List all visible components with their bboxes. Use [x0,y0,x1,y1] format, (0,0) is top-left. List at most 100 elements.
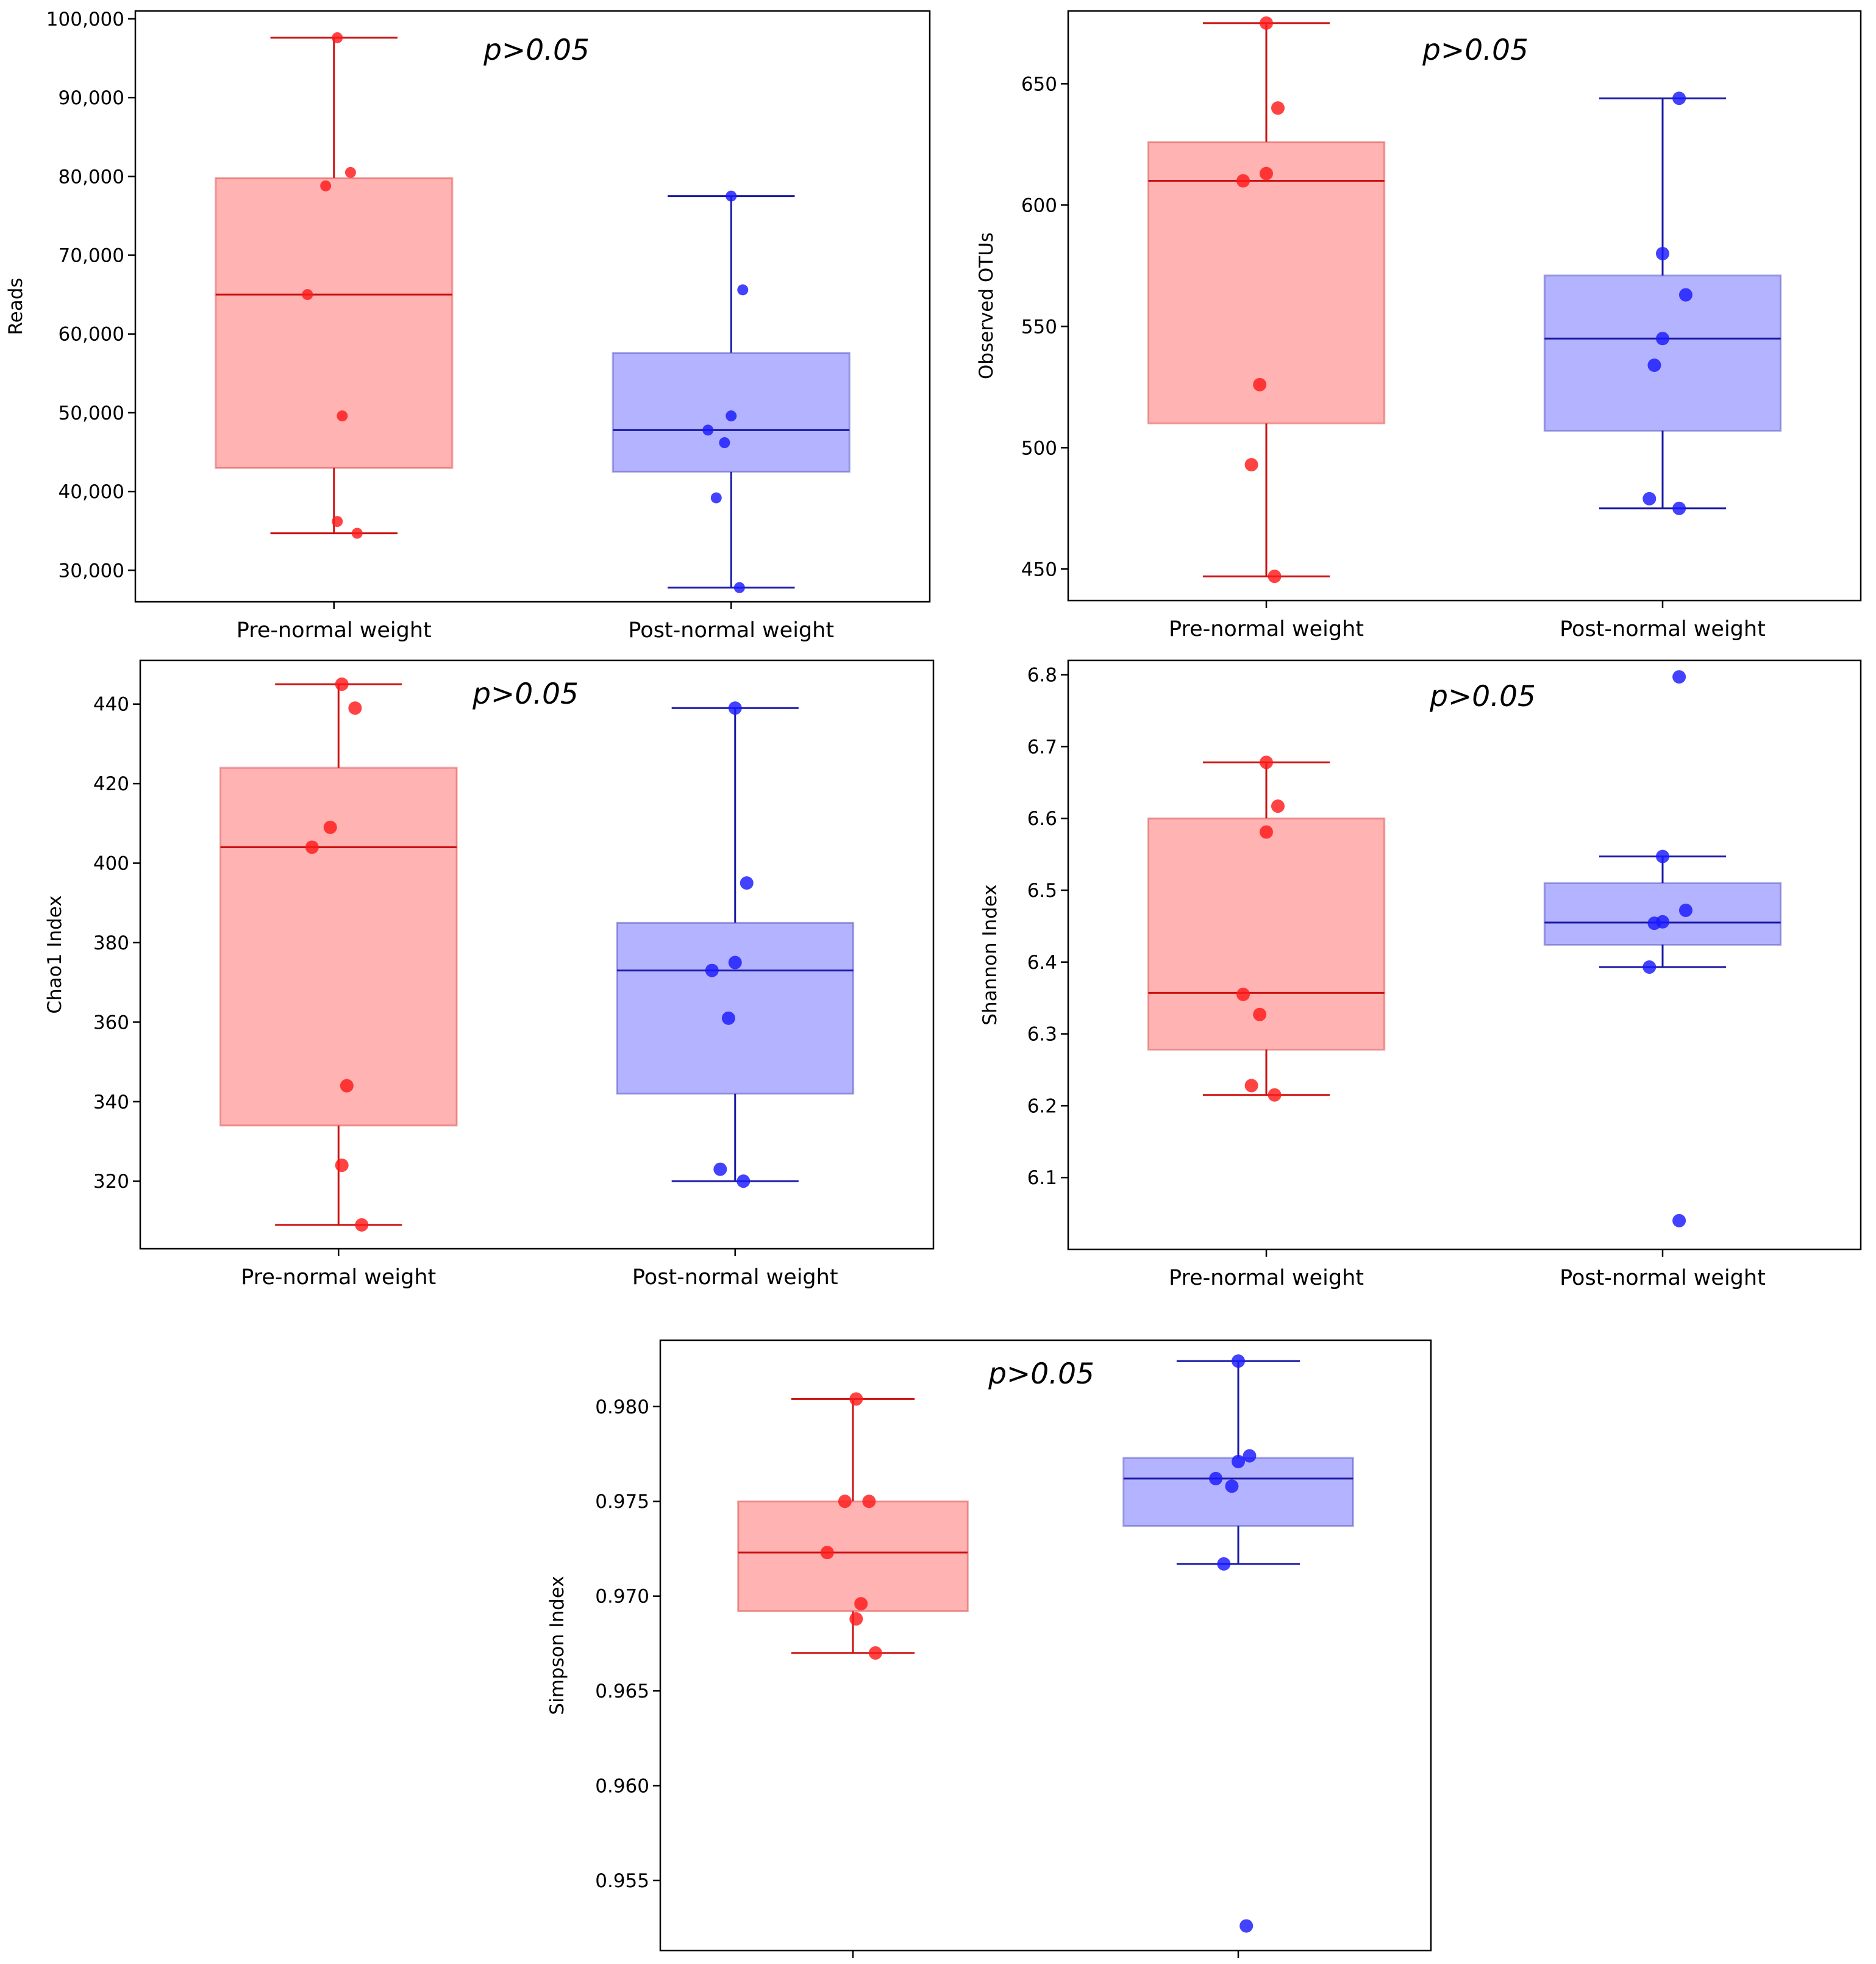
data-point [1647,916,1661,930]
iqr-box [215,177,454,469]
data-point [733,582,745,593]
y-tick-label: 340 [93,1091,129,1113]
data-point [728,955,742,970]
iqr-box [1147,817,1386,1051]
data-point [1232,1354,1245,1368]
data-point [736,1174,751,1188]
y-tick-label: 600 [1021,195,1057,216]
y-tick-label: 0.980 [595,1396,649,1418]
y-axis-label: Shannon Index [979,884,1001,1025]
data-point [1271,101,1285,115]
data-point [702,424,714,436]
data-point [1260,755,1273,770]
iqr-box [737,1500,969,1613]
data-point [348,701,362,715]
data-point [862,1494,876,1509]
data-point [721,1011,735,1025]
data-point [1225,1479,1239,1493]
data-point [1260,825,1273,839]
x-tick-label: Post-normal weight [1560,617,1766,641]
chart-panel-reads: 30,000 40,000 50,000 60,000 70,000 80,000 90,0… [5,9,931,643]
data-point [1253,377,1267,391]
box-group-pre [215,32,454,539]
x-tick-label: Pre-normal weight [1169,617,1364,641]
p-value-annotation: p>0.05 [1429,680,1536,713]
data-point [1642,491,1657,505]
x-tick-label: Post-normal weight [1560,1266,1766,1290]
y-tick-label: 0.960 [595,1776,649,1798]
box-group-post [612,190,851,593]
data-point [1268,1088,1282,1102]
box-group-post [1122,1354,1354,1933]
y-tick-label: 60,000 [59,324,124,346]
data-point [1253,1007,1267,1021]
y-tick-label: 6.6 [1027,808,1057,830]
chart-panel-simpson: 0.955 0.960 0.965 0.970 0.975 0.980 Simpson In… [546,1339,1432,1958]
plot-frame [134,10,931,603]
chart-panel-shannon: 6.1 6.2 6.3 6.4 6.5 6.6 6.7 6.8 Shannon Index Pre… [979,659,1862,1290]
box-group-post [1543,670,1782,1227]
iqr-box [1147,141,1386,425]
data-point [335,1159,349,1173]
data-point [1656,246,1669,260]
y-tick-label: 440 [93,694,129,716]
iqr-box [616,921,855,1095]
data-point [705,963,719,977]
y-tick-label: 360 [93,1012,129,1034]
data-point [1236,987,1250,1001]
plot-frame [1067,10,1862,602]
data-point [1656,849,1669,863]
data-point [726,190,737,202]
y-tick-label: 6.5 [1027,880,1057,902]
y-tick-label: 420 [93,773,129,795]
data-point [1678,903,1692,917]
y-tick-label: 650 [1021,73,1057,95]
y-tick-label: 500 [1021,437,1057,459]
data-point [1209,1471,1223,1485]
y-tick-label: 30,000 [59,560,124,582]
y-tick-label: 100,000 [46,9,124,30]
data-point [305,840,319,854]
data-point [1656,332,1669,346]
data-point [740,876,754,890]
data-point [1260,166,1273,180]
data-point [728,701,742,715]
y-tick-label: 0.965 [595,1680,649,1702]
x-tick-label: Post-normal weight [632,1265,838,1290]
data-point [1244,458,1258,472]
y-tick-label: 0.975 [595,1491,649,1513]
iqr-box [1543,882,1782,946]
data-point [1236,174,1250,188]
plot-frame [1067,659,1862,1251]
data-point [820,1546,834,1560]
data-point [838,1494,852,1509]
data-point [1642,960,1657,974]
data-point [713,1162,727,1176]
data-point [1232,1454,1245,1468]
p-value-annotation: p>0.05 [483,34,590,67]
y-tick-label: 450 [1021,559,1057,580]
box-group-pre [219,677,458,1232]
data-point [332,32,343,43]
iqr-box [1122,1457,1354,1527]
data-point [1260,16,1273,30]
data-point [1672,501,1686,515]
box-group-post [616,701,855,1188]
chart-panel-chao1: 320 340 360 380 400 420 440 Chao1 Index Pre-norm… [44,659,935,1290]
data-point [351,527,363,539]
y-tick-label: 6.3 [1027,1024,1057,1046]
y-tick-label: 400 [93,853,129,875]
data-point [302,289,313,301]
data-point [323,820,337,834]
data-point [344,166,356,178]
data-point [337,410,348,422]
box-group-pre [1147,755,1386,1102]
data-point [849,1612,863,1626]
data-point [1678,288,1692,302]
y-tick-label: 6.7 [1027,736,1057,758]
y-tick-label: 6.2 [1027,1095,1057,1117]
box-group-pre [1147,16,1386,584]
y-axis-label: Simpson Index [546,1576,568,1715]
data-point [1243,1449,1257,1463]
